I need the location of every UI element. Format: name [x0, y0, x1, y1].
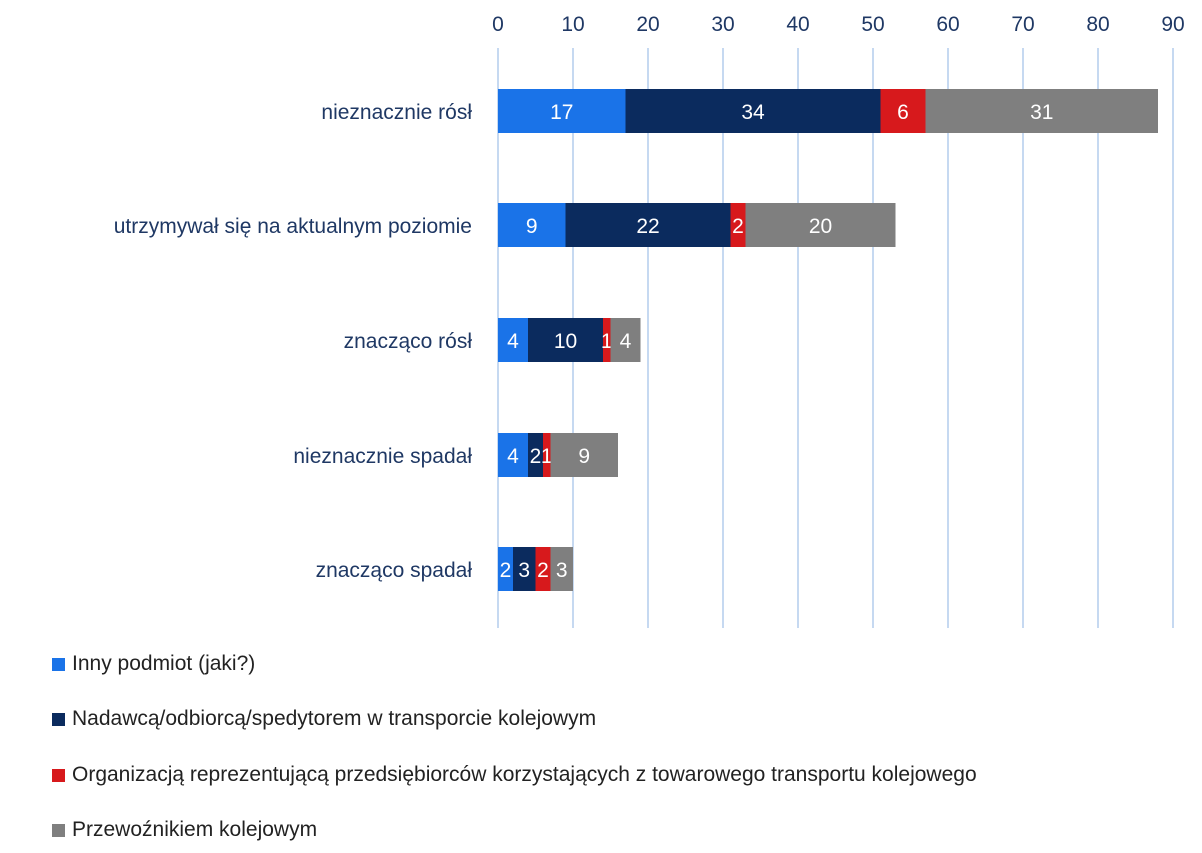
data-label: 1	[601, 330, 613, 353]
bar-segment	[880, 89, 926, 133]
legend-item: Organizacją reprezentującą przedsiębiorc…	[52, 761, 977, 789]
x-tick-label: 50	[861, 13, 884, 36]
bar-segment	[745, 203, 896, 247]
data-label: 6	[897, 101, 909, 124]
legend-swatch	[52, 768, 65, 782]
x-axis-ticks: 0 10 20 30 40 50 60 70 80 90	[492, 13, 1185, 36]
legend-swatch	[52, 657, 65, 671]
data-label: 4	[507, 445, 519, 468]
data-label: 31	[1030, 101, 1053, 124]
data-label: 4	[507, 330, 519, 353]
bar-segment	[565, 203, 731, 247]
data-label: 2	[537, 559, 549, 582]
data-label: 9	[526, 215, 538, 238]
bar-segment	[498, 318, 528, 362]
data-label: 2	[732, 215, 744, 238]
x-tick-label: 20	[636, 13, 659, 36]
data-label: 1	[541, 445, 553, 468]
bar-segment	[610, 318, 641, 362]
data-label: 20	[809, 215, 832, 238]
legend-label: Organizacją reprezentującą przedsiębiorc…	[72, 763, 977, 786]
data-label: 9	[578, 445, 590, 468]
legend-item: Przewoźnikiem kolejowym	[52, 816, 317, 844]
bar-segment	[535, 547, 551, 591]
legend-label: Inny podmiot (jaki?)	[72, 652, 256, 675]
legend-label: Przewoźnikiem kolejowym	[72, 818, 318, 841]
x-tick-label: 0	[492, 13, 504, 36]
legend-item: Inny podmiot (jaki?)	[52, 650, 255, 678]
bars: 17 34 6 319 22 2 204 10 1 44 2 1 92 3 2 3	[498, 89, 1158, 591]
category-labels: nieznacznie rósł utrzymywał się na aktual…	[114, 101, 473, 582]
stacked-bar-chart: 0 10 20 30 40 50 60 70 80 90 nieznacznie rósł utrz…	[114, 13, 1185, 628]
legend-swatch	[52, 712, 65, 726]
data-label: 3	[518, 559, 530, 582]
legend-item: Nadawcą/odbiorcą/spedytorem w transporci…	[52, 705, 596, 733]
category-label: utrzymywał się na aktualnym poziomie	[114, 215, 472, 238]
bar-segment	[498, 89, 626, 133]
category-label: nieznacznie spadał	[293, 445, 472, 468]
bar-segment	[730, 203, 746, 247]
bar-segment	[925, 89, 1158, 133]
bar-segment	[498, 547, 513, 591]
x-tick-label: 30	[711, 13, 734, 36]
bar-segment	[498, 433, 528, 477]
legend-label: Nadawcą/odbiorcą/spedytorem w transporci…	[72, 707, 597, 730]
data-label: 10	[554, 330, 577, 353]
data-label: 4	[620, 330, 632, 353]
data-label: 2	[500, 559, 512, 582]
bar-segment	[528, 318, 603, 362]
x-tick-label: 40	[786, 13, 809, 36]
x-tick-label: 80	[1086, 13, 1109, 36]
bar-segment	[543, 433, 551, 477]
data-label: 34	[741, 101, 765, 124]
legend-swatch	[52, 823, 65, 837]
bar-segment	[528, 433, 543, 477]
x-tick-label: 60	[936, 13, 959, 36]
x-tick-label: 70	[1011, 13, 1034, 36]
data-label: 17	[550, 101, 573, 124]
category-label: nieznacznie rósł	[321, 101, 472, 124]
bar-segment	[603, 318, 611, 362]
bar-segment	[498, 203, 566, 247]
bar-segment	[550, 547, 573, 591]
data-label: 2	[530, 445, 542, 468]
x-tick-label: 10	[561, 13, 584, 36]
bar-segment	[550, 433, 618, 477]
bar-segment	[513, 547, 536, 591]
category-label: znacząco spadał	[316, 559, 473, 582]
gridlines	[497, 48, 1174, 628]
bar-segment	[625, 89, 881, 133]
category-label: znacząco rósł	[344, 330, 473, 353]
data-label: 3	[556, 559, 568, 582]
x-tick-label: 90	[1161, 13, 1184, 36]
data-label: 22	[636, 215, 659, 238]
